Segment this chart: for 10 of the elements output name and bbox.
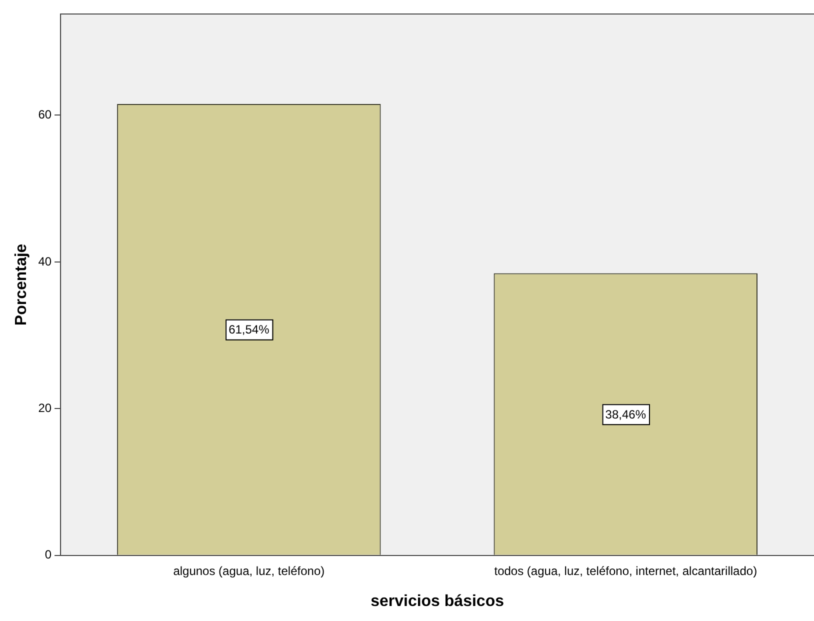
y-axis-title: Porcentaje [13,244,30,326]
y-tick-label: 20 [38,400,52,415]
x-tick-label: algunos (agua, luz, teléfono) [173,564,325,578]
y-tick-label: 0 [44,548,52,562]
x-axis-title: servicios básicos [370,592,504,610]
y-tick-label: 60 [38,108,52,122]
data-label: 61,54% [228,322,270,337]
x-tick-label: todos (agua, luz, teléfono, internet, alcantarillado) [494,564,758,578]
data-label: 38,46% [605,407,646,422]
y-tick-label: 40 [38,254,52,268]
